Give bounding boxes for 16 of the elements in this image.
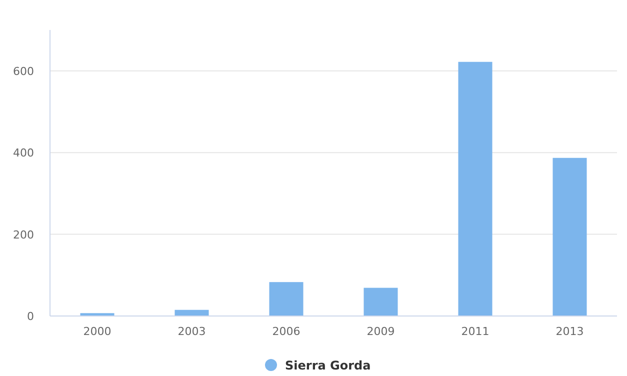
bar (269, 282, 304, 316)
bar (458, 62, 492, 316)
y-tick-label: 200 (13, 228, 34, 242)
x-tick-label: 2011 (461, 325, 490, 338)
x-tick-label: 2000 (83, 325, 112, 338)
y-tick-label: 0 (27, 310, 34, 323)
x-tick-label: 2009 (366, 325, 395, 338)
legend-label: Sierra Gorda (285, 358, 371, 372)
x-tick-label: 2006 (272, 325, 300, 338)
y-tick-label: 400 (13, 146, 34, 160)
x-tick-label: 2003 (178, 325, 206, 338)
bar (364, 288, 398, 316)
y-tick-label: 600 (13, 64, 34, 78)
bar (174, 310, 209, 316)
x-tick-label: 2013 (556, 325, 584, 338)
bar (552, 158, 587, 316)
